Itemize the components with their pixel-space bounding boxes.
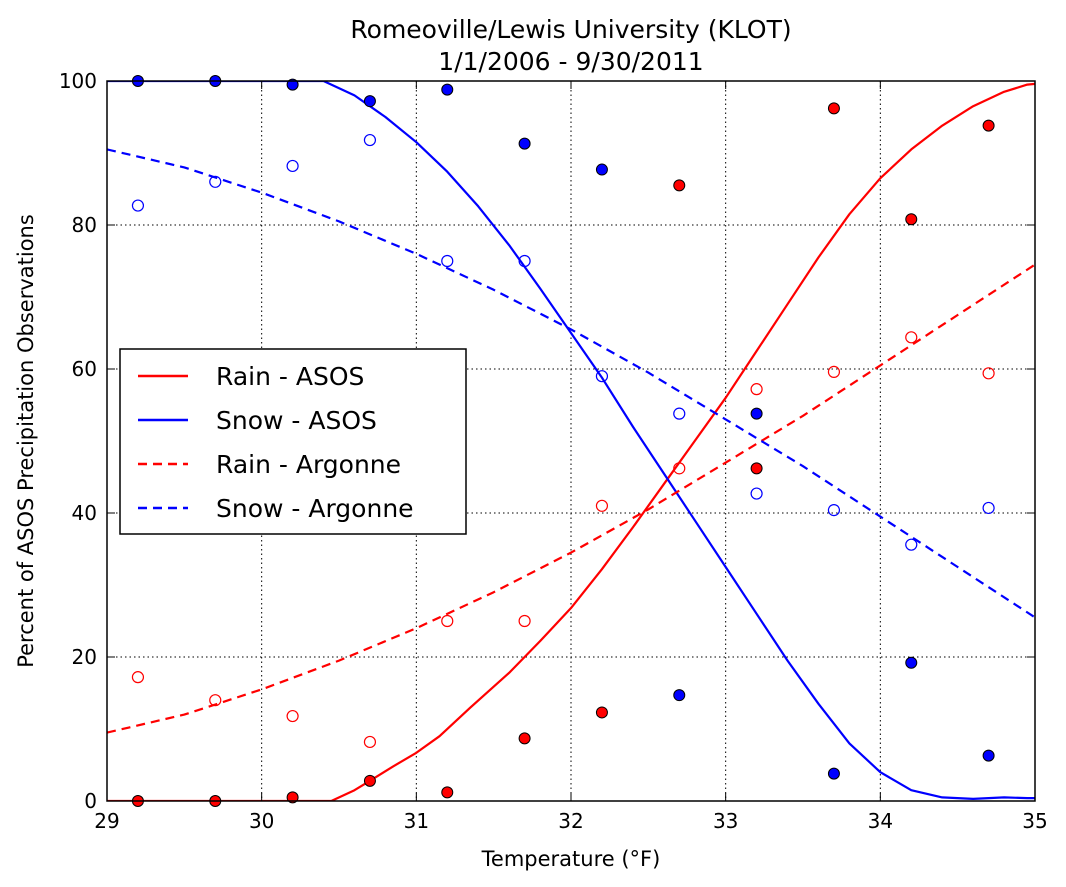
x-tick-label: 31 [404, 809, 429, 833]
point-snow-argonne-observed [905, 538, 918, 551]
x-tick-label: 34 [868, 809, 893, 833]
y-tick-label: 100 [59, 69, 97, 93]
point-snow-argonne-observed [673, 407, 686, 420]
point-rain-asos-observed [518, 732, 531, 745]
x-tick-label: 29 [94, 809, 119, 833]
point-rain-asos-observed [905, 213, 918, 226]
series-line-rain-argonne [107, 263, 1035, 734]
point-rain-argonne-observed [441, 614, 454, 628]
point-rain-asos-observed [363, 774, 376, 787]
point-rain-argonne-observed [286, 709, 299, 723]
point-rain-argonne-observed [905, 331, 918, 344]
point-rain-argonne-observed [518, 614, 531, 628]
point-rain-argonne-observed [982, 367, 995, 380]
chart-title: Romeoville/Lewis University (KLOT) [350, 15, 791, 44]
point-rain-asos-observed [595, 706, 608, 719]
point-snow-asos-observed [441, 83, 454, 96]
point-rain-asos-observed [750, 462, 763, 475]
y-axis-label: Percent of ASOS Precipitation Observatio… [14, 214, 38, 668]
legend-frame [119, 348, 467, 535]
point-snow-asos-observed [905, 656, 918, 669]
point-snow-argonne-observed [131, 199, 145, 212]
legend-label: Rain - ASOS [216, 362, 364, 391]
point-snow-asos-observed [518, 137, 531, 150]
x-tick-label: 30 [249, 809, 274, 833]
point-rain-argonne-observed [750, 383, 763, 396]
x-tick-label: 35 [1022, 809, 1047, 833]
point-snow-argonne-observed [595, 370, 609, 383]
point-snow-argonne-observed [827, 504, 841, 517]
point-snow-argonne-observed [286, 159, 299, 173]
point-snow-asos-observed [595, 163, 608, 176]
point-snow-asos-observed [750, 407, 763, 420]
point-rain-asos-observed [827, 102, 840, 115]
point-rain-argonne-observed [673, 462, 686, 475]
point-snow-argonne-observed [441, 254, 454, 268]
x-axis-label: Temperature (°F) [481, 847, 661, 871]
point-snow-asos-observed [827, 767, 840, 780]
point-rain-asos-observed [286, 791, 299, 804]
y-tick-label: 40 [72, 501, 97, 525]
x-tick-label: 32 [558, 809, 583, 833]
point-snow-argonne-observed [982, 501, 995, 515]
axis-ticks: 29 30 31 32 33 34 35 0 20 40 60 80 100 [59, 69, 1048, 833]
point-snow-argonne-observed [518, 254, 531, 268]
series-lines [107, 81, 1035, 801]
series-line-snow-asos [107, 81, 1035, 800]
point-rain-asos-observed [673, 179, 686, 192]
point-snow-asos-observed [673, 689, 686, 702]
y-tick-label: 80 [72, 213, 97, 237]
point-snow-asos-observed [982, 749, 995, 762]
y-tick-label: 60 [72, 357, 97, 381]
point-rain-argonne-observed [595, 499, 609, 512]
point-rain-argonne-observed [209, 694, 222, 707]
point-rain-argonne-observed [363, 735, 377, 749]
point-rain-asos-observed [441, 786, 454, 799]
point-snow-asos-observed [363, 95, 376, 108]
series-line-snow-argonne [107, 148, 1035, 619]
point-snow-asos-observed [286, 78, 299, 91]
point-rain-argonne-observed [827, 365, 841, 378]
x-tick-label: 33 [713, 809, 738, 833]
y-tick-label: 20 [72, 645, 97, 669]
legend-label: Snow - Argonne [216, 494, 414, 523]
legend: Rain - ASOS Snow - ASOS Rain - Argonne Snow… [119, 348, 467, 535]
point-rain-argonne-observed [131, 671, 145, 684]
series-line-rain-asos [107, 82, 1035, 801]
y-tick-label: 0 [84, 789, 97, 813]
point-snow-argonne-observed [750, 487, 763, 500]
point-rain-asos-observed [982, 119, 995, 132]
point-snow-argonne-observed [209, 175, 222, 188]
chart-subtitle: 1/1/2006 - 9/30/2011 [438, 47, 703, 76]
legend-label: Rain - Argonne [216, 450, 401, 479]
legend-label: Snow - ASOS [216, 406, 377, 435]
point-snow-argonne-observed [363, 133, 377, 147]
